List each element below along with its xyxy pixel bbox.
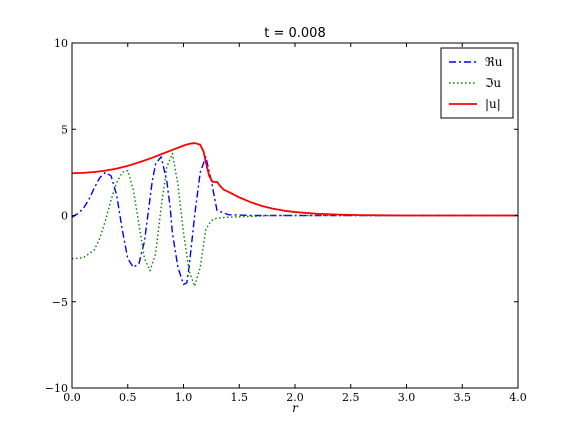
x-tick-label: 3.0 [398, 391, 416, 404]
legend-label: ℑu [485, 76, 501, 90]
x-tick-label: 3.5 [454, 391, 472, 404]
x-tick-label: 2.5 [342, 391, 360, 404]
y-tick-label: 5 [61, 123, 68, 136]
ticks-layer: 0.0 0.5 1.0 1.5 2.0 2.5 3.0 3.5 4.0 −10 −5 0 5 10 [45, 37, 527, 404]
series-layer [71, 142, 518, 287]
y-tick-label: 0 [61, 210, 68, 223]
x-tick-label: 1.5 [231, 391, 249, 404]
x-tick-label: 0.0 [63, 391, 81, 404]
x-tick-label: 4.0 [509, 391, 527, 404]
y-tick-label: 10 [54, 37, 68, 50]
legend: ℜu ℑu |u| [440, 47, 514, 119]
x-axis-label: r [292, 401, 299, 415]
legend-label: |u| [485, 97, 501, 111]
series-line [71, 142, 518, 217]
y-tick-label: −10 [45, 382, 68, 395]
series-line [71, 152, 518, 287]
y-tick-label: −5 [52, 296, 68, 309]
x-tick-label: 0.5 [119, 391, 137, 404]
x-tick-label: 2.0 [286, 391, 304, 404]
legend-label: ℜu [485, 55, 503, 69]
chart-title: t = 0.008 [264, 26, 325, 41]
x-tick-label: 1.0 [175, 391, 193, 404]
